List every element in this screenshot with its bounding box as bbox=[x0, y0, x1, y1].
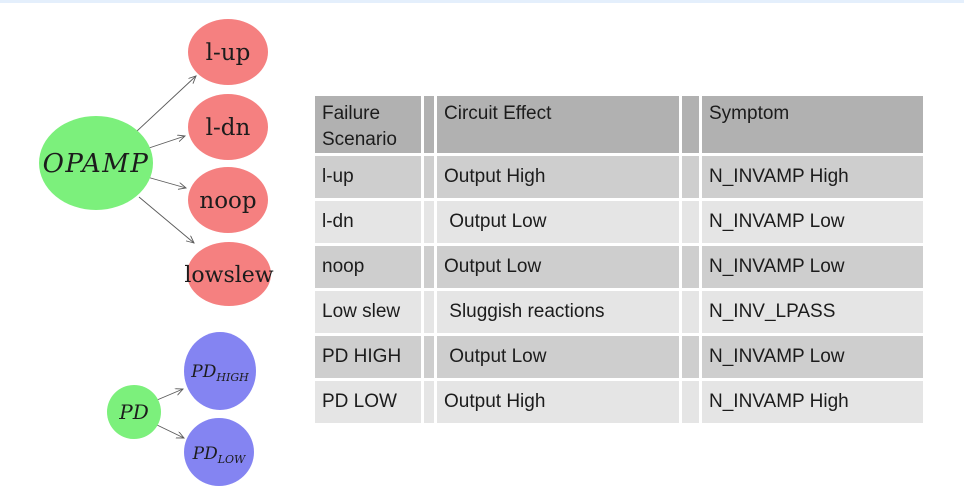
cell-spacer bbox=[682, 291, 699, 333]
cell-effect: Output High bbox=[437, 381, 679, 423]
cell-effect: Output Low bbox=[437, 246, 679, 288]
arrow-opamp-to-lowslew bbox=[138, 196, 194, 243]
cell-symptom: N_INVAMP Low bbox=[702, 336, 923, 378]
cell-spacer bbox=[682, 336, 699, 378]
cell-spacer bbox=[682, 156, 699, 198]
arrow-pd-to-pdlow bbox=[156, 424, 184, 438]
cell-spacer bbox=[424, 336, 434, 378]
node-pdlow bbox=[184, 418, 254, 486]
cell-symptom: N_INV_LPASS bbox=[702, 291, 923, 333]
node-lup-label: l-up bbox=[206, 40, 251, 66]
cell-scenario: l-dn bbox=[315, 201, 421, 243]
opamp-tree: OPAMP l-up l-dn noop lowslew bbox=[39, 19, 274, 306]
node-opamp-label: OPAMP bbox=[43, 149, 150, 179]
cell-symptom: N_INVAMP High bbox=[702, 156, 923, 198]
header-symptom: Symptom bbox=[702, 96, 923, 153]
node-pdhigh-label-subscript: HIGH bbox=[215, 371, 249, 384]
node-lowslew bbox=[187, 242, 271, 306]
node-pdlow-label-base: PD bbox=[192, 444, 218, 464]
header-circuit-effect: Circuit Effect bbox=[437, 96, 679, 153]
cell-spacer bbox=[682, 246, 699, 288]
cell-spacer bbox=[424, 201, 434, 243]
cell-effect: Output High bbox=[437, 156, 679, 198]
node-ldn bbox=[188, 94, 268, 160]
failure-scenario-table: Failure Scenario Circuit Effect Symptom … bbox=[315, 96, 923, 423]
cell-effect: Output Low bbox=[437, 336, 679, 378]
cell-symptom: N_INVAMP High bbox=[702, 381, 923, 423]
node-pdlow-label-subscript: LOW bbox=[217, 453, 247, 466]
node-pdhigh-label-base: PD bbox=[190, 362, 216, 382]
header-failure-scenario: Failure Scenario bbox=[315, 96, 421, 153]
header-spacer-2 bbox=[682, 96, 699, 153]
cell-spacer bbox=[424, 246, 434, 288]
node-pd-label: PD bbox=[118, 400, 149, 424]
node-pdlow-label: PDLOW bbox=[192, 444, 247, 466]
fault-tree-diagram: OPAMP l-up l-dn noop lowslew PD PDHIGH P… bbox=[39, 19, 274, 486]
cell-symptom: N_INVAMP Low bbox=[702, 246, 923, 288]
cell-symptom: N_INVAMP Low bbox=[702, 201, 923, 243]
arrow-pd-to-pdhigh bbox=[156, 389, 183, 401]
cell-scenario: PD LOW bbox=[315, 381, 421, 423]
cell-scenario: Low slew bbox=[315, 291, 421, 333]
cell-scenario: PD HIGH bbox=[315, 336, 421, 378]
arrow-opamp-to-noop bbox=[146, 176, 186, 188]
cell-scenario: noop bbox=[315, 246, 421, 288]
node-noop-label: noop bbox=[199, 188, 256, 214]
top-edge-strip bbox=[0, 0, 964, 3]
node-pdhigh bbox=[184, 332, 256, 410]
cell-spacer bbox=[682, 381, 699, 423]
arrow-opamp-to-ldn bbox=[145, 136, 185, 150]
cell-spacer bbox=[424, 156, 434, 198]
node-opamp bbox=[39, 116, 153, 210]
cell-effect: Output Low bbox=[437, 201, 679, 243]
node-noop bbox=[188, 167, 268, 233]
node-ldn-label: l-dn bbox=[206, 115, 251, 141]
cell-spacer bbox=[424, 381, 434, 423]
cell-spacer bbox=[424, 291, 434, 333]
node-pdhigh-label: PDHIGH bbox=[190, 362, 249, 384]
cell-effect: Sluggish reactions bbox=[437, 291, 679, 333]
cell-scenario: l-up bbox=[315, 156, 421, 198]
cell-spacer bbox=[682, 201, 699, 243]
pd-tree: PD PDHIGH PDLOW bbox=[107, 332, 256, 486]
node-lowslew-label: lowslew bbox=[184, 263, 273, 288]
node-lup bbox=[188, 19, 268, 85]
header-spacer-1 bbox=[424, 96, 434, 153]
arrow-opamp-to-lup bbox=[136, 76, 196, 132]
node-pd bbox=[107, 385, 161, 439]
